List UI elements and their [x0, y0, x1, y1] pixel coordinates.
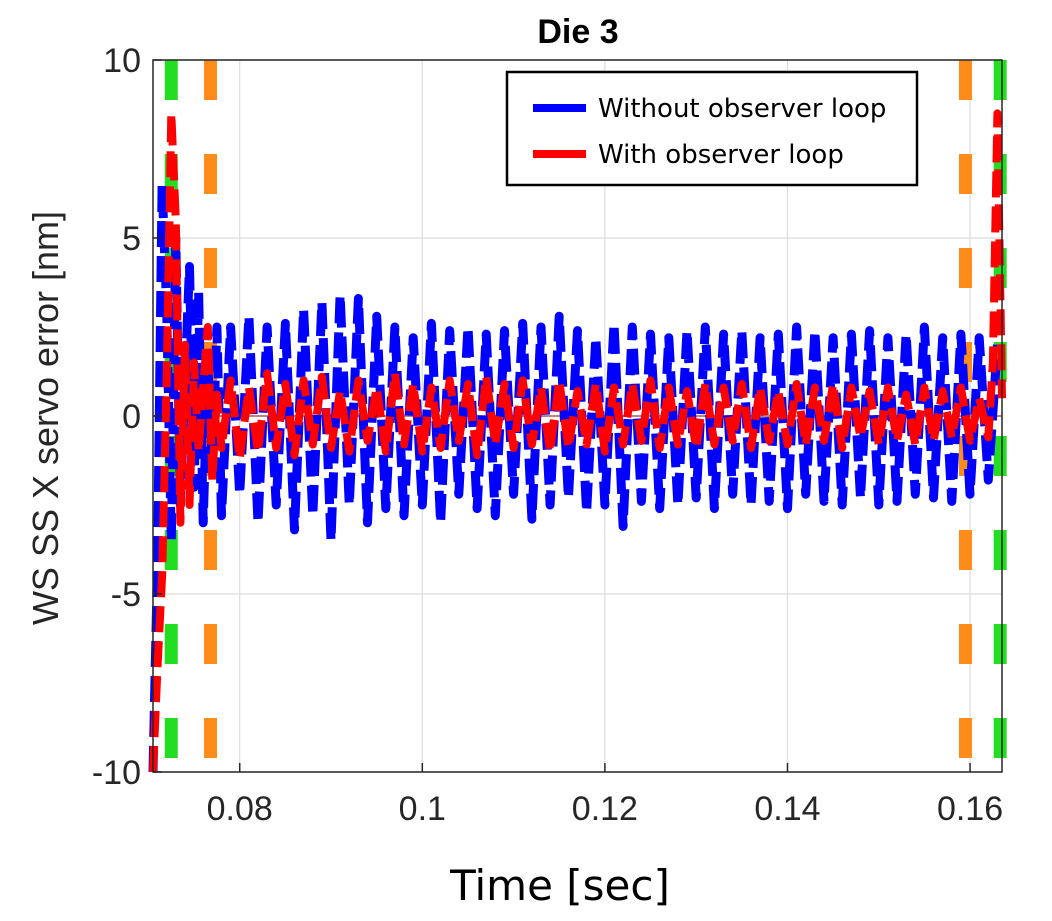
- x-tick-label: 0.12: [572, 790, 638, 828]
- x-tick-label: 0.16: [937, 790, 1003, 828]
- series-line-without-observer: [148, 180, 1002, 773]
- x-tick-label: 0.08: [207, 790, 273, 828]
- y-axis-label: WS SS X servo error [nm]: [25, 211, 66, 625]
- x-tick-label: 0.1: [399, 790, 446, 828]
- legend-label-without-observer: Without observer loop: [598, 94, 886, 124]
- series-lines: [148, 109, 1006, 773]
- y-tick-label: -5: [111, 576, 141, 614]
- y-tick-label: 0: [122, 398, 141, 436]
- legend-box: [505, 70, 919, 187]
- legend: Without observer loop With observer loop: [505, 70, 919, 187]
- y-tick-label: 5: [122, 220, 141, 258]
- ticks: 0.08 0.1 0.12 0.14 0.16 -10 -5 0 5 10: [92, 42, 1003, 828]
- x-tick-label: 0.14: [754, 790, 820, 828]
- chart-title: Die 3: [537, 13, 618, 51]
- y-tick-label: 10: [103, 42, 141, 80]
- x-axis-label: Time [sec]: [449, 861, 670, 910]
- y-tick-label: -10: [92, 754, 141, 792]
- legend-label-with-observer: With observer loop: [598, 140, 844, 170]
- series-line-with-observer: [149, 109, 1006, 773]
